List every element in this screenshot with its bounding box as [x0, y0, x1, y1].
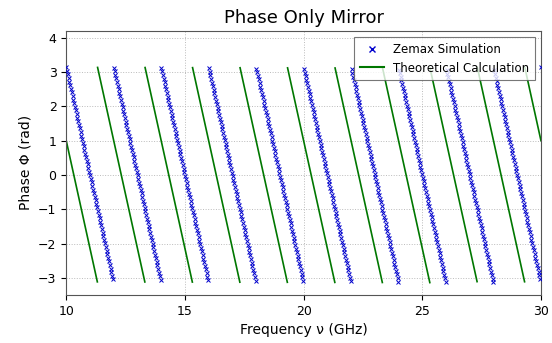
Theoretical Calculation [66, 151, 72, 155]
Zemax Simulation [63, 65, 70, 69]
Line: Zemax Simulation: Zemax Simulation [64, 65, 115, 282]
Theoretical Calculation [72, 182, 79, 186]
X-axis label: Frequency ν (GHz): Frequency ν (GHz) [240, 323, 368, 337]
Theoretical Calculation [94, 280, 100, 284]
Line: Theoretical Calculation: Theoretical Calculation [66, 141, 97, 282]
Theoretical Calculation [63, 139, 70, 143]
Theoretical Calculation [88, 253, 95, 257]
Zemax Simulation [79, 137, 86, 141]
Zemax Simulation [76, 126, 83, 130]
Theoretical Calculation [73, 186, 80, 190]
Zemax Simulation [75, 119, 82, 123]
Title: Phase Only Mirror: Phase Only Mirror [224, 9, 384, 26]
Zemax Simulation [71, 101, 77, 105]
Theoretical Calculation [67, 156, 73, 160]
Theoretical Calculation [88, 252, 94, 256]
Zemax Simulation [110, 277, 116, 282]
Zemax Simulation [92, 198, 99, 202]
Y-axis label: Phase Φ (rad): Phase Φ (rad) [19, 115, 33, 211]
Legend: Zemax Simulation, Theoretical Calculation: Zemax Simulation, Theoretical Calculatio… [354, 37, 535, 81]
Zemax Simulation [78, 133, 84, 138]
